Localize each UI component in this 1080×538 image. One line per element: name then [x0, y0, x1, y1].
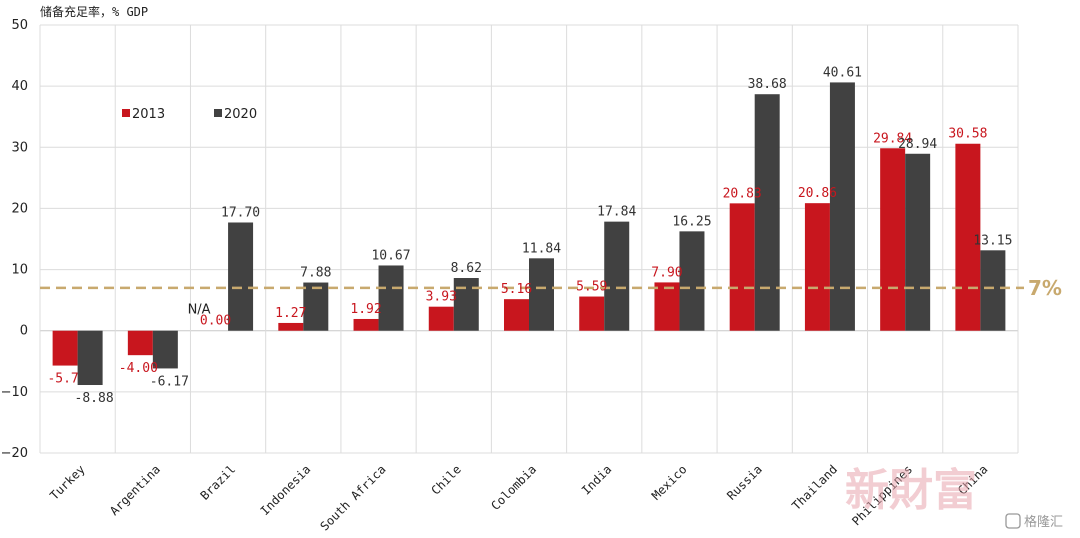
bar-2013 — [127, 330, 153, 356]
bar-2020 — [152, 330, 178, 369]
data-label-2013: 7.90 — [651, 265, 682, 280]
data-label-2020: 17.84 — [597, 205, 636, 220]
data-label-2013: 20.86 — [798, 186, 837, 201]
data-label-2020: 40.61 — [823, 65, 862, 80]
data-label-2013: 5.16 — [501, 282, 532, 297]
data-label-2020: 11.84 — [522, 241, 561, 256]
gridlines — [39, 24, 1019, 454]
y-axis-title: 储备充足率，% GDP — [40, 4, 148, 19]
bar-2020 — [754, 94, 780, 331]
data-label-2020: 16.25 — [672, 214, 711, 229]
bar-2020 — [453, 278, 479, 331]
bar-2013 — [428, 306, 454, 331]
bar-2013 — [504, 299, 529, 331]
bar-2013 — [278, 322, 304, 331]
data-label-2013: 3.93 — [426, 290, 457, 305]
y-tick-label: 20 — [11, 201, 28, 216]
legend-swatch-2020 — [214, 109, 222, 117]
bar-2020 — [228, 222, 254, 331]
bar-2020 — [303, 282, 329, 331]
bar-2020 — [905, 153, 931, 331]
watermark-text: 新財富 — [845, 465, 977, 516]
data-label-2020: 13.15 — [973, 233, 1012, 248]
data-label-2013: 30.58 — [948, 127, 987, 142]
y-tick-label: −10 — [1, 385, 28, 400]
bar-2013 — [729, 203, 755, 331]
data-label-2020: 17.70 — [221, 205, 260, 220]
data-label-2013: 20.83 — [723, 186, 762, 201]
category-label: Indonesia — [258, 462, 314, 518]
y-tick-label: 40 — [11, 79, 28, 94]
bars — [52, 82, 1006, 386]
bar-2013 — [804, 203, 830, 331]
category-label: Colombia — [488, 462, 539, 513]
brand-watermark: 格隆汇 — [1005, 513, 1063, 530]
bar-2020 — [77, 330, 103, 386]
bar-2020 — [604, 221, 630, 331]
bar-2013 — [579, 296, 605, 331]
legend-label-2020: 2020 — [224, 107, 257, 122]
category-label: Chile — [428, 462, 463, 497]
category-label: Argentina — [107, 462, 163, 518]
data-label-2013: 29.84 — [873, 131, 912, 146]
brand-text: 格隆汇 — [1024, 514, 1063, 530]
bar-2013 — [52, 330, 78, 366]
data-label-2013: 1.27 — [275, 306, 306, 321]
data-label-2020: -8.88 — [75, 391, 114, 406]
data-label-2013: -4.00 — [119, 361, 158, 376]
bar-2013 — [955, 143, 981, 331]
legend-label-2013: 2013 — [132, 107, 165, 122]
legend: 2013 2020 — [122, 107, 257, 122]
data-label-2020: 7.88 — [300, 266, 331, 281]
y-tick-label: −20 — [1, 446, 28, 461]
bar-2013 — [654, 282, 680, 331]
reference-line-label: 7% — [1028, 276, 1062, 300]
legend-swatch-2013 — [122, 109, 130, 117]
data-label-2020: 10.67 — [371, 248, 410, 263]
category-label: Russia — [724, 462, 765, 503]
data-label-2020: -6.17 — [150, 374, 189, 389]
y-tick-label: 0 — [20, 324, 28, 339]
data-label-2013: 5.59 — [576, 280, 607, 295]
y-tick-label: 50 — [11, 18, 28, 33]
bar-2020 — [378, 265, 404, 331]
brand-logo-icon — [1005, 513, 1021, 529]
data-label-2020: 28.94 — [898, 137, 937, 152]
category-label: Thailand — [789, 462, 840, 513]
category-label: India — [579, 462, 614, 497]
category-label: Turkey — [47, 462, 88, 503]
bar-2020 — [829, 82, 855, 331]
reference-line: 7% — [40, 276, 1062, 300]
bar-2020 — [980, 250, 1006, 331]
na-annotation: N/A — [188, 303, 211, 318]
y-tick-label: 10 — [11, 263, 28, 278]
y-tick-label: 30 — [11, 140, 28, 155]
bar-2013 — [353, 318, 379, 331]
bar-2020 — [529, 258, 554, 331]
data-label-2013: -5.7 — [47, 372, 78, 387]
bar-2020 — [679, 231, 705, 331]
category-label: Brazil — [198, 462, 239, 503]
data-label-2020: 8.62 — [451, 261, 482, 276]
y-tick-labels: −20 −10 0 10 20 30 40 50 — [1, 18, 28, 461]
bar-2013 — [880, 148, 906, 331]
data-label-2013: 0.00 — [200, 314, 231, 329]
data-labels: -5.7 -8.88 -4.00-6.17 0.00 17.70 N/A 1.27 7.88 1… — [47, 65, 1012, 406]
category-label: South Africa — [317, 462, 388, 533]
data-label-2020: 38.68 — [748, 77, 787, 92]
data-label-2013: 1.92 — [350, 302, 381, 317]
category-label: Mexico — [649, 462, 690, 503]
